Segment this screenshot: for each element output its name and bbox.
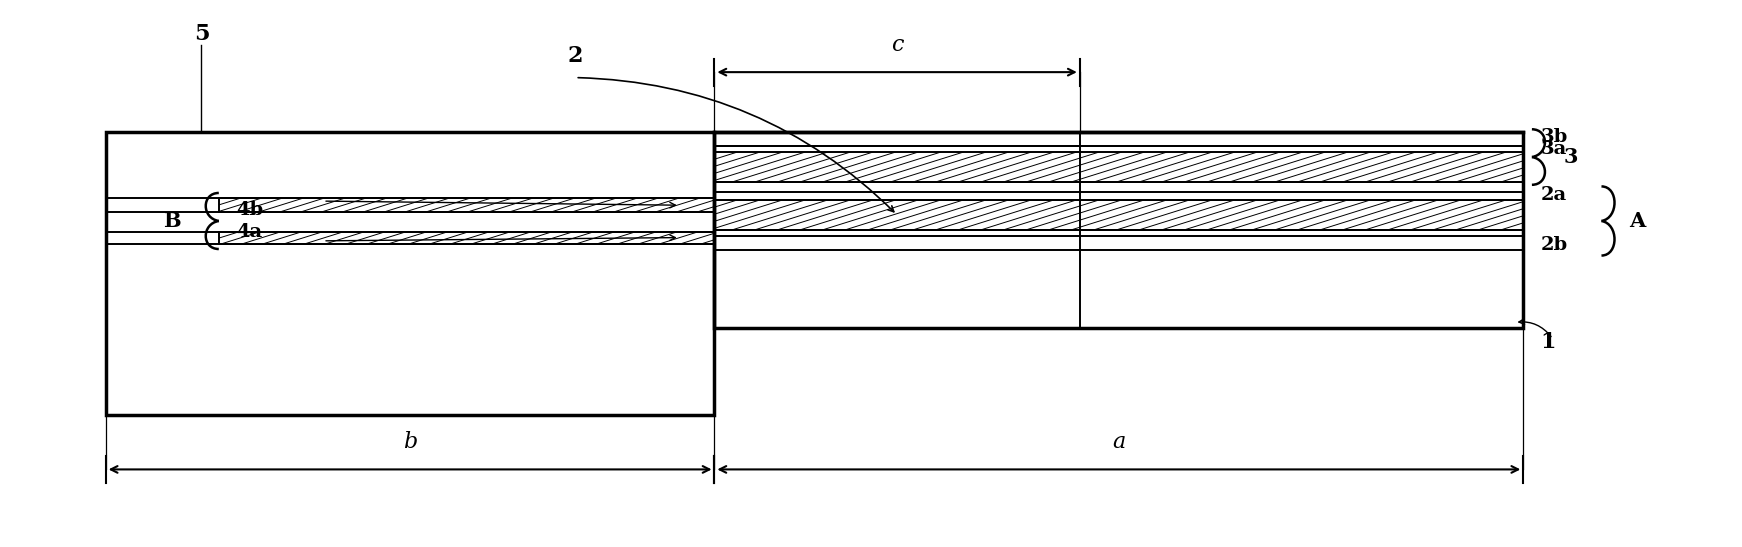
Text: c: c: [890, 34, 904, 56]
Text: 3b: 3b: [1540, 129, 1568, 147]
Text: 4a: 4a: [237, 223, 263, 241]
Bar: [219, 199, 714, 212]
Text: 3a: 3a: [1540, 140, 1568, 158]
Bar: [714, 200, 1523, 230]
Text: B: B: [164, 211, 181, 231]
Bar: [106, 132, 714, 415]
Text: 5: 5: [193, 23, 209, 45]
Text: 2a: 2a: [1540, 185, 1566, 203]
Bar: [714, 152, 1523, 182]
Text: A: A: [1629, 211, 1646, 231]
Text: 1: 1: [1540, 330, 1556, 352]
Bar: [714, 132, 1523, 328]
Bar: [219, 231, 714, 243]
Text: 2b: 2b: [1540, 236, 1568, 254]
Text: b: b: [402, 431, 418, 453]
Text: 4b: 4b: [237, 201, 263, 219]
Text: a: a: [1111, 431, 1125, 453]
Text: 3: 3: [1563, 147, 1578, 167]
Text: 2: 2: [568, 45, 584, 67]
